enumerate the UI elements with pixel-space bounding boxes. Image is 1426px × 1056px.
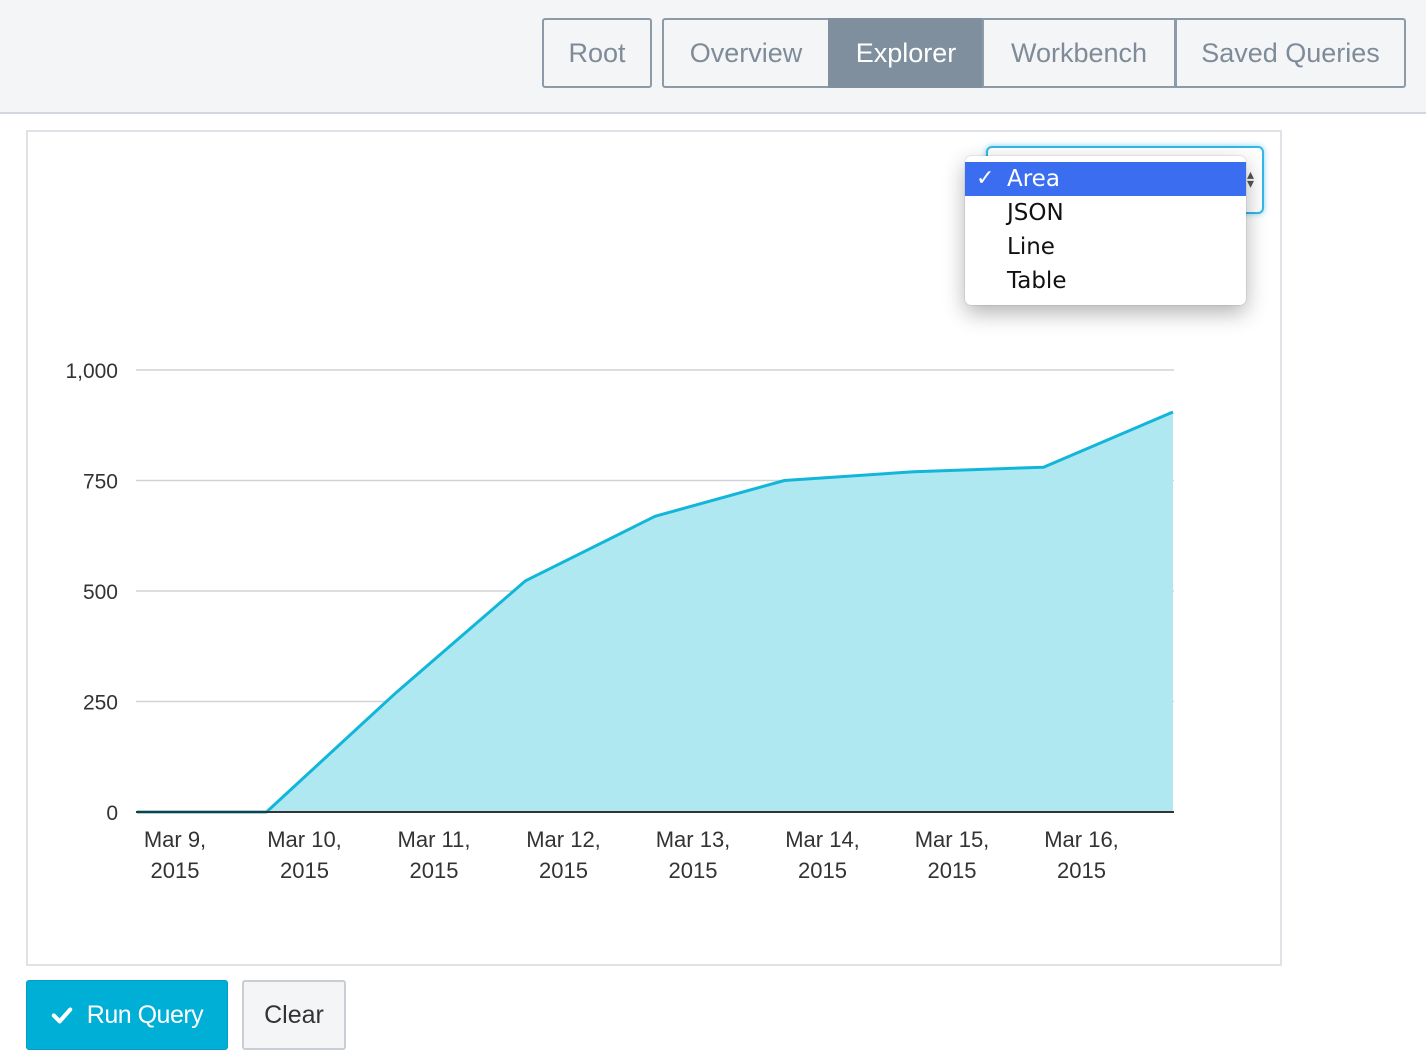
option-json[interactable]: JSON xyxy=(965,196,1246,230)
root-button[interactable]: Root xyxy=(542,18,652,88)
option-table[interactable]: Table xyxy=(965,264,1246,298)
checkmark-icon xyxy=(51,1007,73,1024)
option-label: Line xyxy=(1007,234,1055,260)
x-tick-label: Mar 14, 2015 xyxy=(785,827,860,883)
clear-button[interactable]: Clear xyxy=(242,980,346,1050)
tab-explorer[interactable]: Explorer xyxy=(828,18,984,88)
x-tick-label: Mar 10, 2015 xyxy=(267,827,342,883)
x-axis-ticks: Mar 9, 2015 Mar 10, 2015 Mar 11, 2015 Mar 12, 2… xyxy=(144,827,1119,883)
option-label: JSON xyxy=(1007,200,1064,226)
y-tick-label: 0 xyxy=(106,802,118,825)
run-query-label: Run Query xyxy=(86,1000,204,1029)
x-tick-label: Mar 15, 2015 xyxy=(915,827,990,883)
option-line[interactable]: Line xyxy=(965,230,1246,264)
y-axis-ticks: 0 250 500 750 1,000 xyxy=(65,360,118,825)
y-tick-label: 500 xyxy=(83,581,118,604)
area-fill xyxy=(137,412,1173,812)
x-tick-label: Mar 9, 2015 xyxy=(144,827,206,883)
option-area[interactable]: ✓ Area xyxy=(965,162,1246,196)
x-tick-label: Mar 13, 2015 xyxy=(656,827,731,883)
select-arrows-icon: ▴ ▾ xyxy=(1246,166,1254,191)
clear-label: Clear xyxy=(264,1000,324,1029)
y-tick-label: 250 xyxy=(83,692,118,715)
chart-type-dropdown-menu: ✓ Area JSON Line Table xyxy=(965,156,1246,305)
top-nav-bar: Root Overview Explorer Workbench Saved Q… xyxy=(0,0,1426,114)
option-label: Table xyxy=(1007,268,1067,294)
x-tick-label: Mar 11, 2015 xyxy=(398,827,471,883)
run-query-button[interactable]: Run Query xyxy=(26,980,228,1050)
tab-saved-queries[interactable]: Saved Queries xyxy=(1175,18,1406,88)
series-line xyxy=(137,410,1174,814)
x-tick-label: Mar 12, 2015 xyxy=(526,827,601,883)
y-tick-label: 1,000 xyxy=(65,360,118,383)
tab-overview[interactable]: Overview xyxy=(662,18,830,88)
x-tick-label: Mar 16, 2015 xyxy=(1044,827,1119,883)
y-tick-label: 750 xyxy=(83,471,118,494)
checkmark-icon: ✓ xyxy=(976,166,995,191)
option-label: Area xyxy=(1007,166,1060,192)
